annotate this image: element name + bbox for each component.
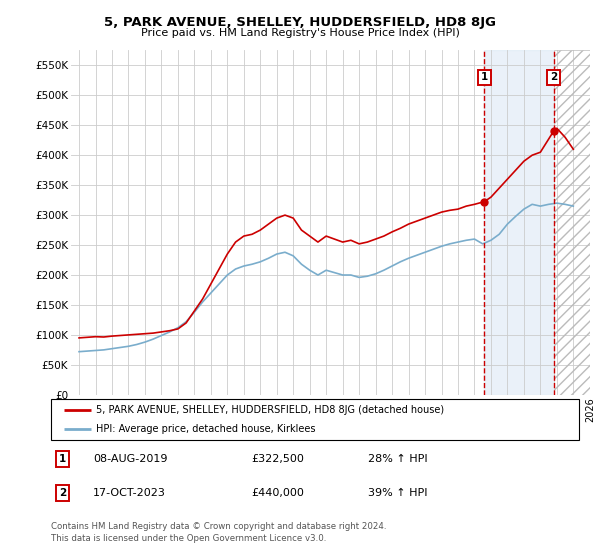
- Text: 39% ↑ HPI: 39% ↑ HPI: [368, 488, 427, 498]
- Bar: [484, 50, 554, 395]
- Text: 2: 2: [550, 72, 557, 82]
- FancyBboxPatch shape: [51, 399, 579, 440]
- Text: 5, PARK AVENUE, SHELLEY, HUDDERSFIELD, HD8 8JG: 5, PARK AVENUE, SHELLEY, HUDDERSFIELD, H…: [104, 16, 496, 29]
- Text: 2: 2: [59, 488, 66, 498]
- Bar: [554, 50, 590, 395]
- Text: Price paid vs. HM Land Registry's House Price Index (HPI): Price paid vs. HM Land Registry's House …: [140, 28, 460, 38]
- Text: 1: 1: [481, 72, 488, 82]
- Text: 5, PARK AVENUE, SHELLEY, HUDDERSFIELD, HD8 8JG (detached house): 5, PARK AVENUE, SHELLEY, HUDDERSFIELD, H…: [96, 405, 444, 415]
- Text: £440,000: £440,000: [251, 488, 305, 498]
- Text: HPI: Average price, detached house, Kirklees: HPI: Average price, detached house, Kirk…: [96, 424, 316, 433]
- Text: £322,500: £322,500: [251, 454, 305, 464]
- Text: 17-OCT-2023: 17-OCT-2023: [93, 488, 166, 498]
- Bar: [554, 50, 590, 395]
- Text: 08-AUG-2019: 08-AUG-2019: [93, 454, 168, 464]
- Text: Contains HM Land Registry data © Crown copyright and database right 2024.
This d: Contains HM Land Registry data © Crown c…: [51, 522, 386, 543]
- Text: 28% ↑ HPI: 28% ↑ HPI: [368, 454, 427, 464]
- Text: 1: 1: [59, 454, 66, 464]
